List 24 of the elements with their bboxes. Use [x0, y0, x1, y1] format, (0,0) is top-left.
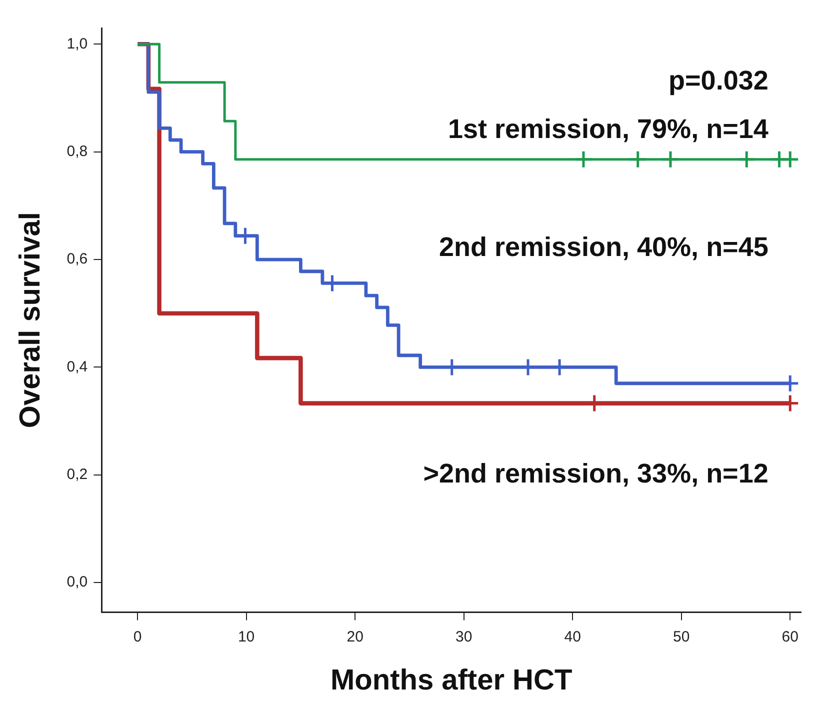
y-axis-title: Overall survival — [14, 212, 46, 428]
x-tick-label: 50 — [673, 628, 690, 646]
x-axis-title: Months after HCT — [330, 664, 572, 697]
y-tick-label: 0,2 — [66, 466, 88, 484]
text: >2nd remission, 33%, n=12 — [423, 458, 768, 488]
x-tick-label: 60 — [782, 628, 798, 646]
y-tick-label: 1,0 — [66, 35, 88, 52]
y-tick-label: 0,4 — [66, 358, 88, 376]
series-label: 1st remission, 79%, n=14 — [448, 114, 768, 144]
x-tick-label: 40 — [564, 628, 581, 646]
point — [780, 150, 800, 169]
point — [574, 150, 593, 169]
y-tick-label: 0,8 — [66, 142, 88, 160]
x-tick-label: 30 — [455, 628, 472, 646]
point — [628, 150, 648, 169]
annotation: p=0.032 — [668, 65, 768, 96]
x-tick-label: 0 — [133, 628, 142, 646]
point — [661, 150, 680, 169]
x-tick-label: 10 — [238, 628, 255, 646]
y-tick-label: 0,6 — [66, 250, 88, 268]
text: 2nd remission, 40%, n=45 — [438, 232, 768, 262]
point — [737, 150, 756, 169]
x-tick-label: 20 — [346, 628, 364, 646]
y-tick-label: 0,0 — [66, 574, 88, 591]
